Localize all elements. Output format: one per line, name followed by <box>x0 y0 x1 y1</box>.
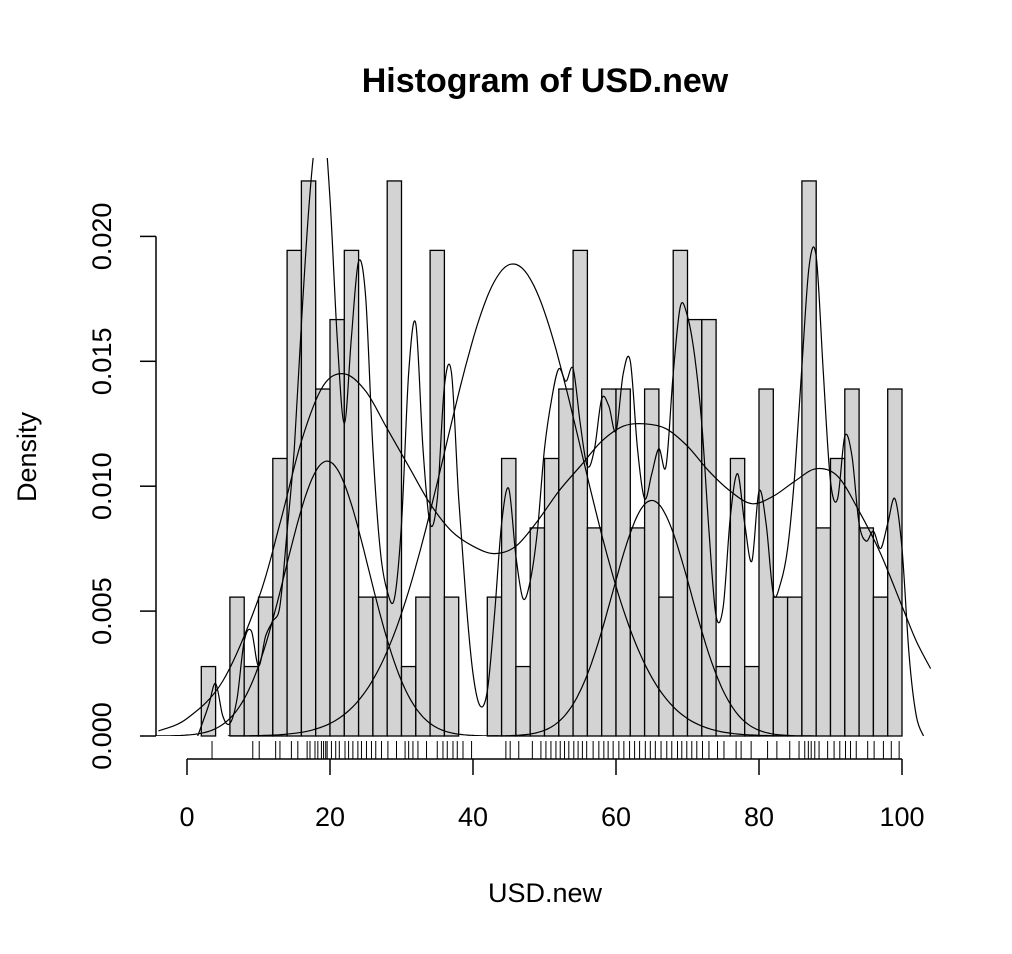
x-tick-label: 60 <box>601 802 631 832</box>
histogram-bar <box>529 527 546 737</box>
density-curve <box>227 263 794 736</box>
x-tick-label: 40 <box>458 802 488 832</box>
histogram-bar <box>243 665 260 737</box>
histogram-bar <box>815 527 832 737</box>
histogram-bar <box>643 388 660 737</box>
histogram-bar <box>272 457 288 737</box>
y-axis-ticks: 0.000 0.005 0.010 0.015 0.020 <box>87 203 156 770</box>
histogram-bar <box>615 388 631 737</box>
histogram-bar <box>343 249 360 737</box>
density-curve <box>197 158 925 736</box>
histogram-bar <box>729 457 746 737</box>
histogram-bar <box>786 596 803 737</box>
y-tick-label: 0.020 <box>87 203 117 271</box>
histogram-bar <box>515 665 531 737</box>
histogram-bar <box>286 249 303 737</box>
y-tick-label: 0.015 <box>87 328 117 396</box>
histogram-bar <box>572 249 589 737</box>
y-tick-label: 0.005 <box>87 577 117 645</box>
histogram-bar <box>415 596 431 737</box>
y-tick-label: 0.000 <box>87 702 117 770</box>
histogram-bar <box>329 318 345 737</box>
histogram-bar <box>744 665 760 737</box>
histogram-bar <box>400 665 417 737</box>
x-tick-label: 80 <box>744 802 774 832</box>
histogram-bar <box>500 457 517 737</box>
histogram-bar <box>858 527 875 737</box>
histogram-bar <box>315 388 331 737</box>
y-axis-label: Density <box>12 411 42 502</box>
histogram-bar <box>844 388 860 737</box>
histogram-bar <box>257 596 274 737</box>
density-curve <box>156 460 499 736</box>
histogram-bar <box>872 596 889 737</box>
histogram-bar <box>229 596 245 737</box>
rug-marks <box>211 741 900 759</box>
histogram-bar <box>758 388 774 737</box>
histogram-bar <box>558 388 574 737</box>
y-tick-label: 0.010 <box>87 452 117 520</box>
histogram-bar <box>672 249 689 737</box>
histogram-bar <box>629 527 646 737</box>
histogram-bar <box>200 665 217 737</box>
histogram-bars <box>200 180 903 737</box>
histogram-bar <box>443 596 460 737</box>
x-tick-label: 20 <box>315 802 345 832</box>
histogram-bar <box>357 596 374 737</box>
density-curve <box>486 499 815 736</box>
x-axis-ticks: 0 20 40 60 80 100 <box>179 759 925 832</box>
x-axis-label: USD.new <box>488 878 603 908</box>
histogram-bar <box>686 318 703 737</box>
density-curve <box>158 373 932 732</box>
chart-title: Histogram of USD.new <box>362 62 729 100</box>
x-tick-label: 100 <box>879 802 924 832</box>
histogram-bar <box>887 388 903 737</box>
histogram-bar <box>772 596 789 737</box>
histogram-bar <box>300 180 317 737</box>
density-curves <box>156 158 932 736</box>
histogram-bar <box>658 596 674 737</box>
histogram-bar <box>386 180 403 737</box>
x-tick-label: 0 <box>179 802 194 832</box>
histogram-bar <box>586 527 603 737</box>
